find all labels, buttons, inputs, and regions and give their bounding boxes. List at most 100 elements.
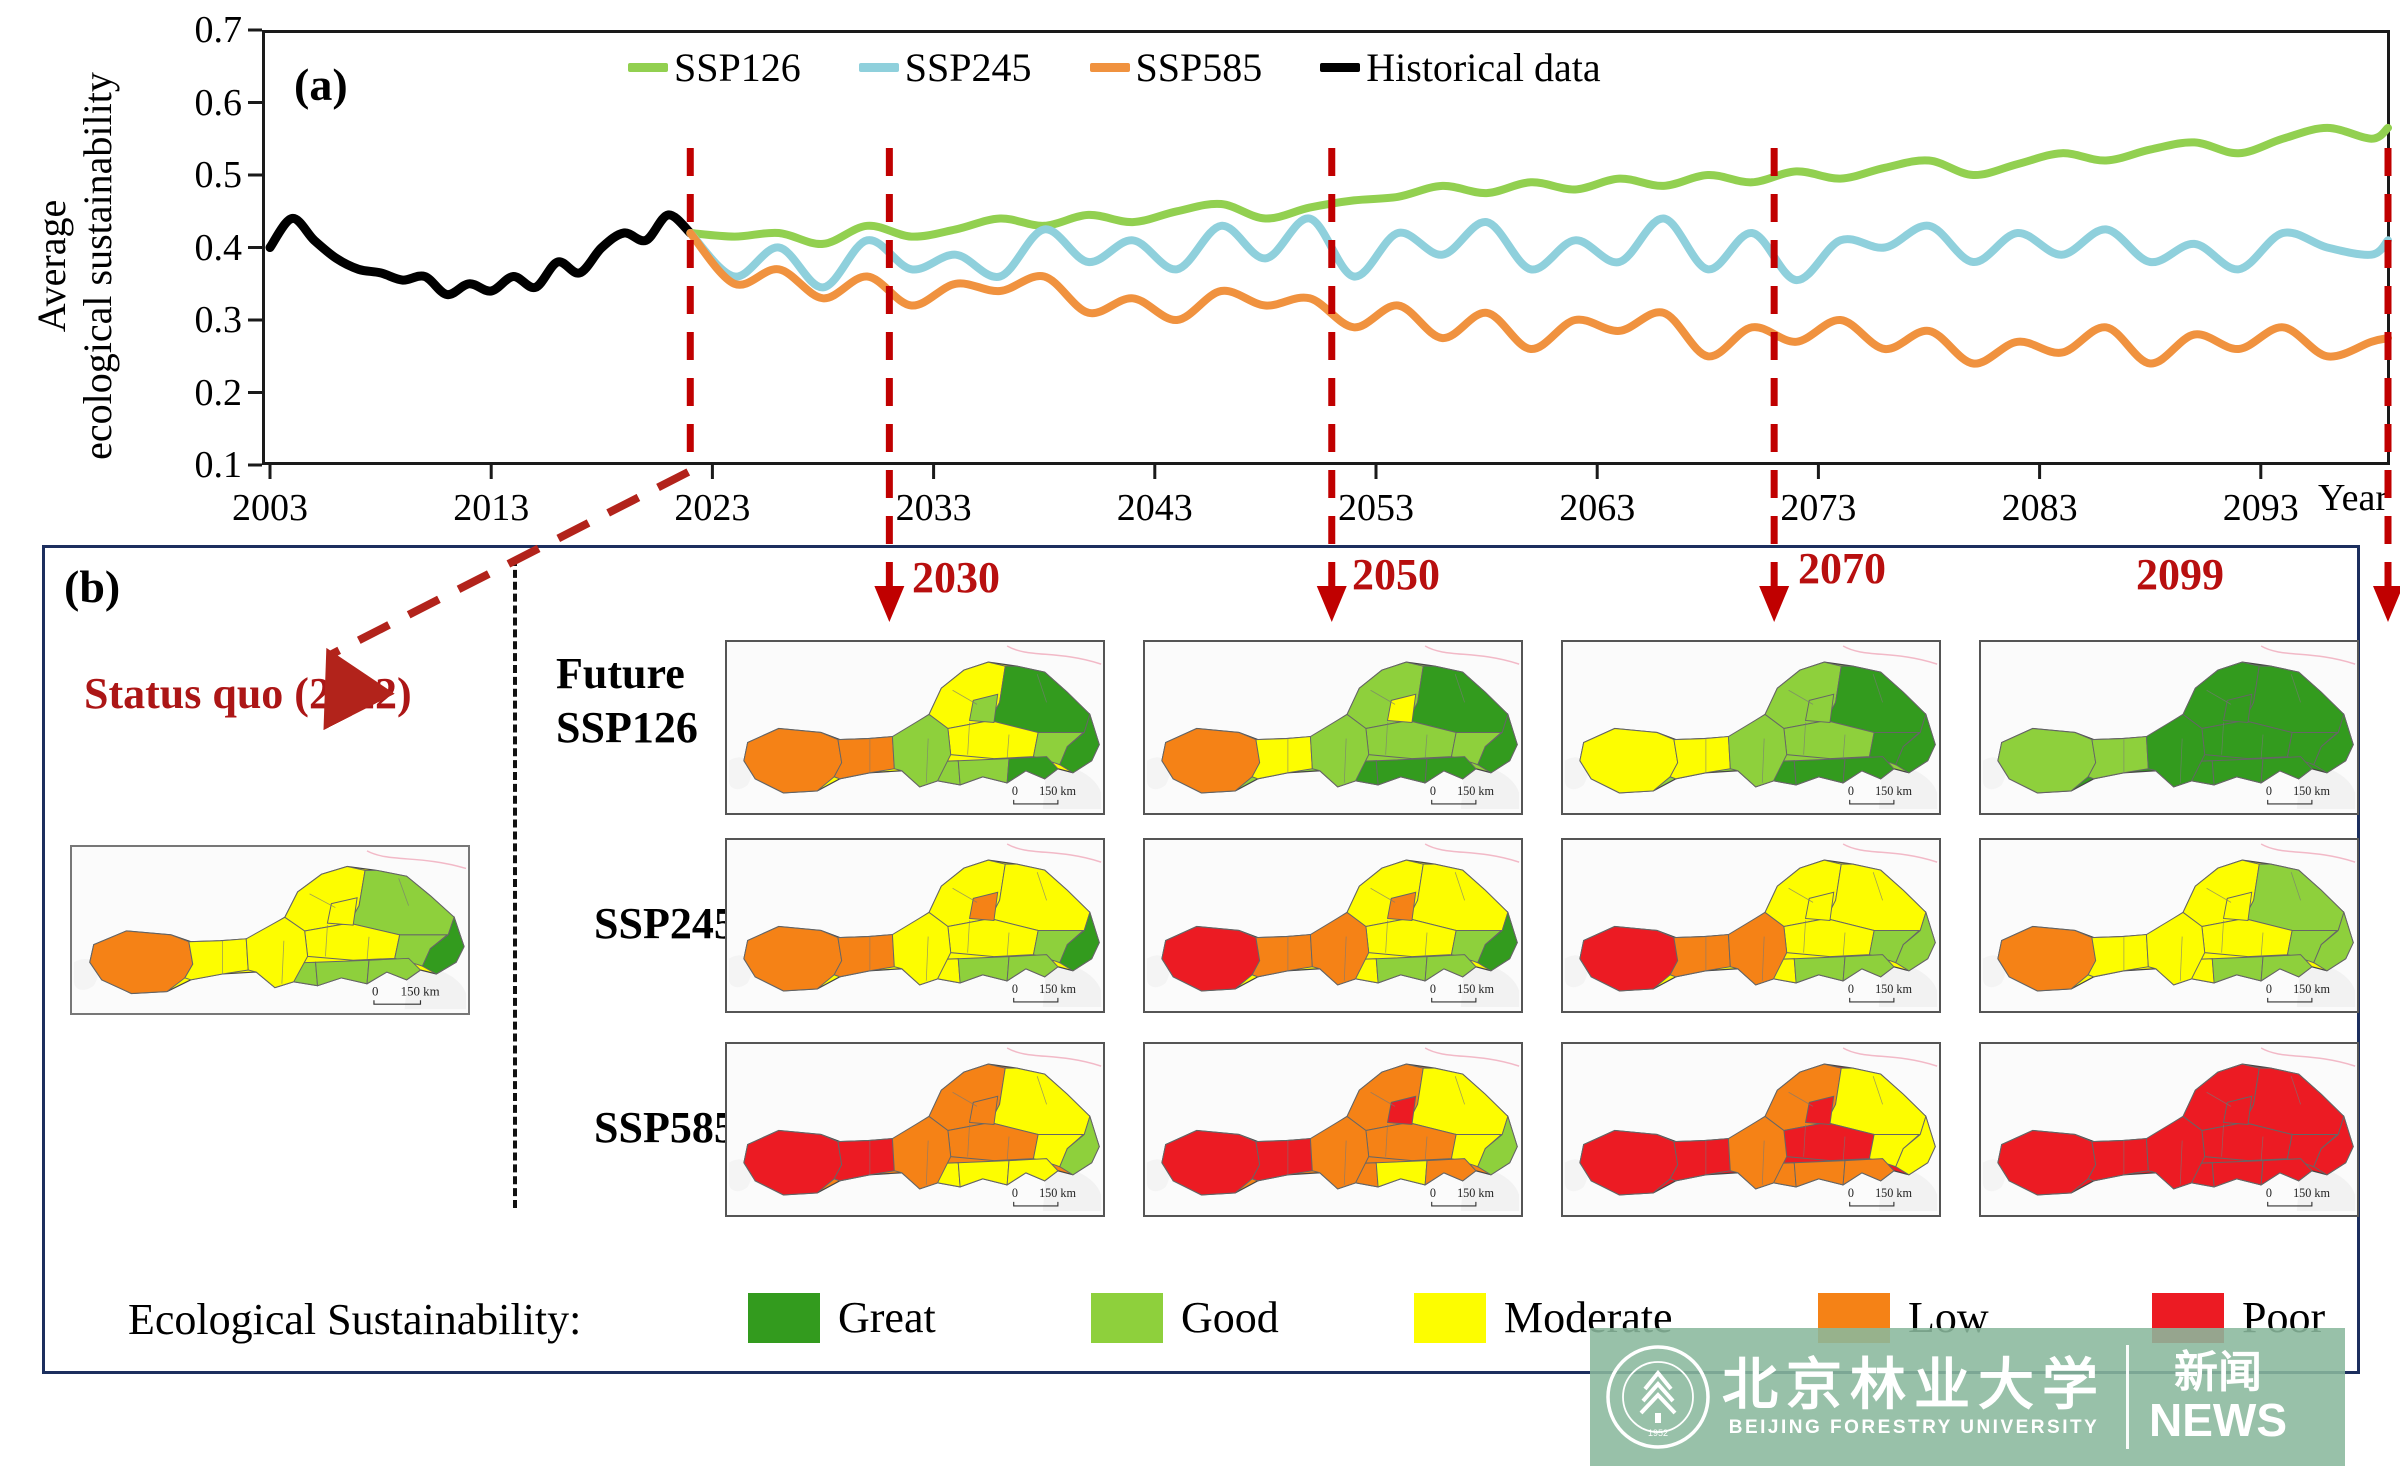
map-zone-w2-ssp126-2050 — [1251, 736, 1313, 780]
map-zone-w1-ssp126-2070 — [1579, 727, 1679, 794]
row-label-ssp126: SSP126 — [556, 703, 698, 752]
map-zone-s1-ssp585-2099 — [2211, 1160, 2264, 1188]
eco-legend-item-great: Great — [748, 1292, 936, 1343]
timeline-year-2099: 2099 — [2136, 550, 2224, 599]
series-line-ssp126 — [686, 123, 2392, 248]
map-ssp126-2030: 0 150 km — [725, 640, 1105, 815]
map-zone-s1-ssp126-2030 — [957, 758, 1010, 786]
map-zone-s2-ssp245-2099 — [2260, 954, 2313, 982]
news-watermark-banner: 1952 北京林业大学 BEIJING FORESTRY UNIVERSITY … — [1590, 1328, 2345, 1466]
map-zone-s2-ssp585-2030 — [1006, 1158, 1059, 1186]
map-svg-ssp126-2030: 0 150 km — [728, 645, 1102, 809]
news-label-cn: 新闻 — [2174, 1347, 2262, 1397]
university-name-en: BEIJING FORESTRY UNIVERSITY — [1728, 1417, 2100, 1438]
panel-b-label: (b) — [64, 561, 121, 612]
map-zone-w3-statusquo — [245, 916, 309, 989]
chart-legend: SSP126 SSP245 SSP585 Historical data — [628, 44, 1601, 91]
map-ssp245-2030: 0 150 km — [725, 838, 1105, 1013]
map-zone-se-ssp585-2099 — [2313, 1114, 2354, 1176]
map-svg-ssp126-2099: 0 150 km — [1982, 645, 2356, 809]
x-tick-2053: 2053 — [1338, 487, 1414, 529]
map-statusquo: 0 150 km — [70, 845, 470, 1015]
map-zone-np-statusquo — [326, 897, 358, 926]
status-quo-label: Status quo (2022) — [84, 669, 412, 718]
university-name-cn: 北京林业大学 — [1722, 1355, 2106, 1417]
map-zone-s2-ssp126-2030 — [1006, 756, 1059, 784]
scale-dist-ssp126-2070: 150 km — [1875, 784, 1912, 798]
x-tick-2043: 2043 — [1116, 487, 1193, 529]
scale-dist-statusquo: 150 km — [401, 984, 440, 998]
map-zone-w3-ssp585-2050 — [1309, 1115, 1370, 1190]
map-zone-ne-ssp126-2070 — [1825, 665, 1927, 734]
map-zone-ne-ssp585-2030 — [989, 1067, 1091, 1136]
map-svg-ssp585-2050: 0 150 km — [1146, 1047, 1520, 1211]
legend-label-ssp126: SSP126 — [674, 45, 801, 90]
x-axis-title: Year — [2318, 477, 2389, 519]
good-label: Good — [1181, 1293, 1279, 1342]
row-label-ssp245: SSP245 — [594, 899, 736, 948]
scale-zero-ssp585-2099: 0 — [2266, 1186, 2272, 1200]
legend-label-ssp245: SSP245 — [904, 45, 1032, 90]
map-zone-s2-statusquo — [366, 957, 422, 985]
scale-zero-ssp245-2030: 0 — [1012, 982, 1018, 996]
map-zone-se-ssp126-2099 — [2313, 712, 2354, 774]
map-zone-se-ssp126-2030 — [1059, 712, 1100, 774]
map-zone-s2-ssp245-2070 — [1842, 954, 1895, 982]
eco-legend-item-good: Good — [1091, 1292, 1279, 1343]
map-zone-se-ssp245-2030 — [1059, 910, 1100, 972]
news-block: 新闻 NEWS — [2149, 1347, 2287, 1446]
scale-dist-ssp245-2099: 150 km — [2293, 982, 2330, 996]
scale-dist-ssp245-2050: 150 km — [1457, 982, 1494, 996]
map-zone-w2-ssp245-2050 — [1251, 934, 1313, 978]
great-label: Great — [838, 1293, 936, 1342]
map-ssp126-2070: 0 150 km — [1561, 640, 1941, 815]
map-zone-np-ssp126-2030 — [968, 693, 999, 724]
map-zone-w1-ssp585-2030 — [743, 1129, 843, 1196]
map-zone-s1-ssp245-2099 — [2211, 956, 2264, 984]
map-zone-w1-ssp245-2050 — [1161, 925, 1261, 992]
map-zone-ne-ssp126-2030 — [989, 665, 1091, 734]
map-zone-w2-ssp245-2099 — [2087, 934, 2149, 978]
scale-dist-ssp585-2050: 150 km — [1457, 1186, 1494, 1200]
x-tick-2063: 2063 — [1559, 487, 1636, 529]
map-zone-w2-statusquo — [184, 938, 249, 981]
timeline-year-2070: 2070 — [1798, 544, 1886, 593]
great-color-swatch — [748, 1292, 820, 1343]
map-zone-se-ssp126-2050 — [1477, 712, 1518, 774]
map-ssp126-2050: 0 150 km — [1143, 640, 1523, 815]
map-ssp126-2099: 0 150 km — [1979, 640, 2359, 815]
good-color-swatch — [1091, 1292, 1163, 1343]
map-zone-w3-ssp126-2030 — [891, 713, 952, 788]
map-zone-se-ssp585-2070 — [1895, 1114, 1936, 1176]
map-zone-ne-ssp126-2099 — [2243, 665, 2345, 734]
map-zone-np-ssp585-2070 — [1804, 1095, 1835, 1126]
map-zone-se-statusquo — [421, 915, 465, 975]
x-tick-2033: 2033 — [895, 487, 972, 529]
moderate-color-swatch — [1414, 1292, 1486, 1343]
row-label-ssp585: SSP585 — [594, 1103, 736, 1152]
map-zone-w2-ssp126-2099 — [2087, 736, 2149, 780]
map-svg-ssp126-2070: 0 150 km — [1564, 645, 1938, 809]
news-label-en: NEWS — [2149, 1393, 2287, 1446]
map-zone-w2-ssp245-2030 — [833, 934, 895, 978]
map-zone-w1-statusquo — [89, 930, 194, 994]
scale-dist-ssp126-2030: 150 km — [1039, 784, 1076, 798]
scale-dist-ssp245-2030: 150 km — [1039, 982, 1076, 996]
map-zone-w3-ssp126-2099 — [2145, 713, 2206, 788]
watermark-divider — [2126, 1345, 2129, 1449]
scale-zero-ssp585-2050: 0 — [1430, 1186, 1436, 1200]
map-zone-s1-ssp126-2099 — [2211, 758, 2264, 786]
map-zone-w3-ssp126-2070 — [1727, 713, 1788, 788]
map-zone-s2-ssp126-2050 — [1424, 756, 1477, 784]
map-zone-w1-ssp126-2030 — [743, 727, 843, 794]
map-zone-s1-ssp585-2030 — [957, 1160, 1010, 1188]
map-zone-s2-ssp126-2099 — [2260, 756, 2313, 784]
map-zone-s1-ssp245-2070 — [1793, 956, 1846, 984]
map-zone-ne-ssp245-2050 — [1407, 863, 1509, 932]
legend-item-historical: Historical data — [1320, 44, 1601, 91]
map-svg-ssp245-2099: 0 150 km — [1982, 843, 2356, 1007]
map-zone-s2-ssp585-2070 — [1842, 1158, 1895, 1186]
scale-zero-ssp126-2030: 0 — [1012, 784, 1018, 798]
map-zone-ne-ssp585-2050 — [1407, 1067, 1509, 1136]
scale-dist-ssp245-2070: 150 km — [1875, 982, 1912, 996]
